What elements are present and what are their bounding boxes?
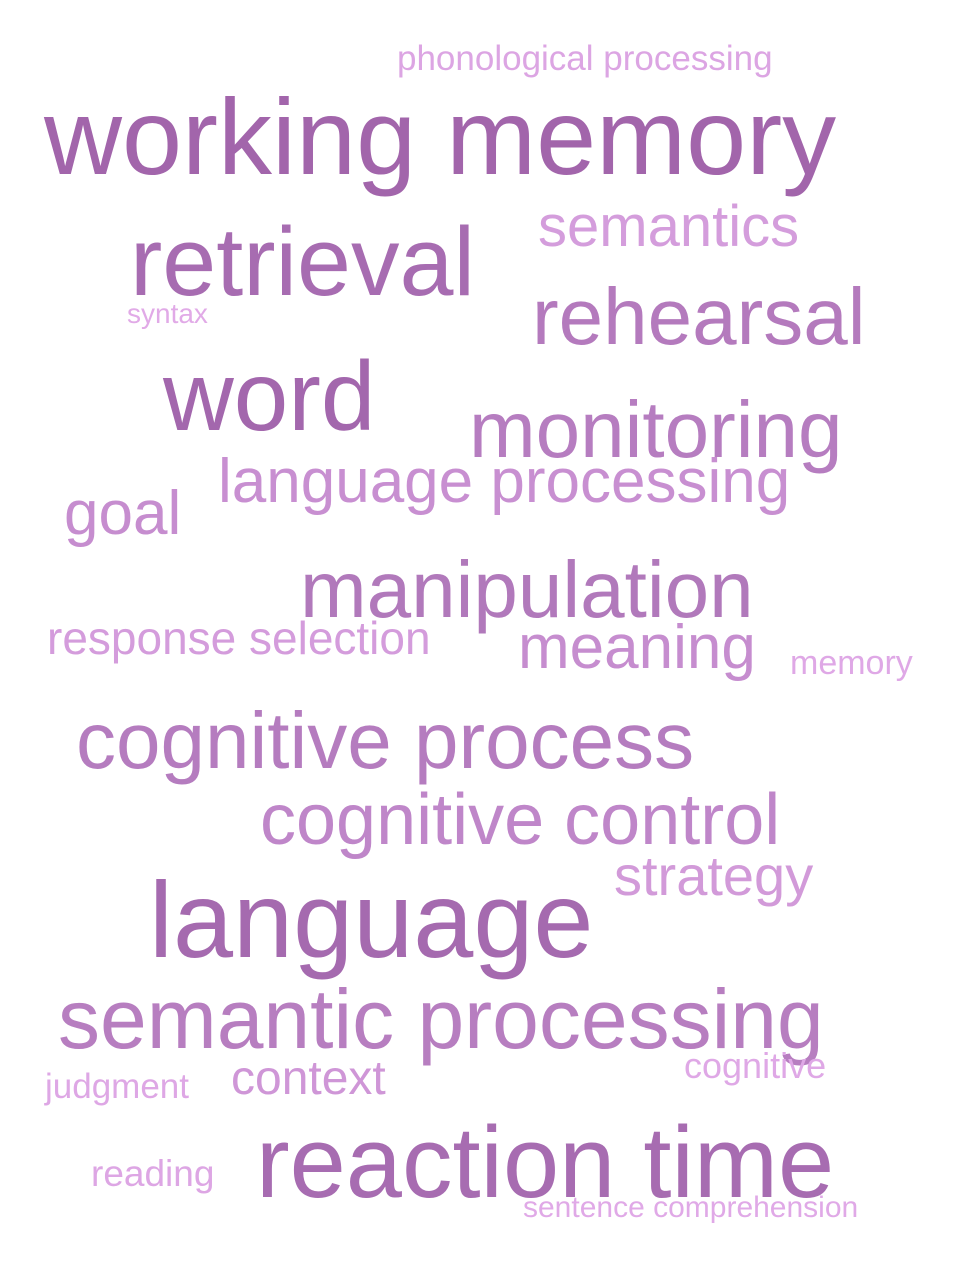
- word-phonological-processing: phonological processing: [397, 39, 773, 78]
- word-meaning: meaning: [518, 613, 756, 682]
- word-cognitive-process: cognitive process: [76, 696, 695, 785]
- word-word: word: [163, 341, 376, 451]
- word-sentence-comprehension: sentence comprehension: [523, 1191, 859, 1224]
- word-strategy: strategy: [614, 844, 814, 907]
- word-semantic-processing: semantic processing: [58, 972, 824, 1066]
- word-reaction-time: reaction time: [256, 1107, 835, 1219]
- word-manipulation: manipulation: [300, 545, 754, 634]
- word-language-processing: language processing: [218, 447, 791, 516]
- word-cognitive-control: cognitive control: [260, 780, 781, 860]
- word-memory: memory: [790, 644, 913, 682]
- word-response-selection: response selection: [47, 612, 431, 664]
- word-language: language: [149, 859, 594, 980]
- word-reading: reading: [91, 1153, 215, 1194]
- word-monitoring: monitoring: [469, 385, 843, 474]
- word-rehearsal: rehearsal: [532, 272, 866, 361]
- word-cognitive: cognitive: [684, 1045, 827, 1086]
- word-context: context: [231, 1052, 386, 1105]
- word-semantics: semantics: [538, 194, 800, 259]
- word-judgment: judgment: [45, 1067, 189, 1106]
- word-retrieval: retrieval: [130, 207, 475, 316]
- word-working-memory: working memory: [44, 76, 837, 197]
- word-syntax: syntax: [127, 298, 208, 329]
- word-goal: goal: [64, 479, 182, 548]
